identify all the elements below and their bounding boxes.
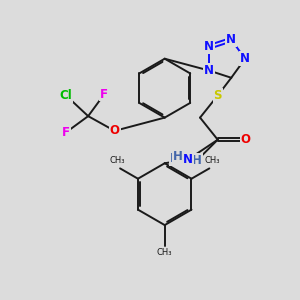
Text: O: O — [110, 124, 120, 137]
Text: F: F — [62, 126, 70, 139]
Text: F: F — [100, 88, 108, 100]
Text: N: N — [204, 64, 214, 77]
Text: Cl: Cl — [60, 89, 73, 102]
Text: N: N — [183, 153, 193, 166]
Text: CH₃: CH₃ — [157, 248, 172, 257]
Text: CH₃: CH₃ — [205, 157, 220, 166]
Text: N: N — [182, 154, 192, 167]
Text: H: H — [192, 154, 202, 167]
Text: N: N — [226, 33, 236, 46]
Text: S: S — [214, 89, 222, 102]
Text: H: H — [170, 152, 180, 165]
Text: CH₃: CH₃ — [110, 157, 125, 166]
Text: N: N — [204, 40, 214, 53]
Text: O: O — [241, 133, 251, 146]
Text: H: H — [173, 150, 183, 163]
Text: N: N — [240, 52, 250, 65]
